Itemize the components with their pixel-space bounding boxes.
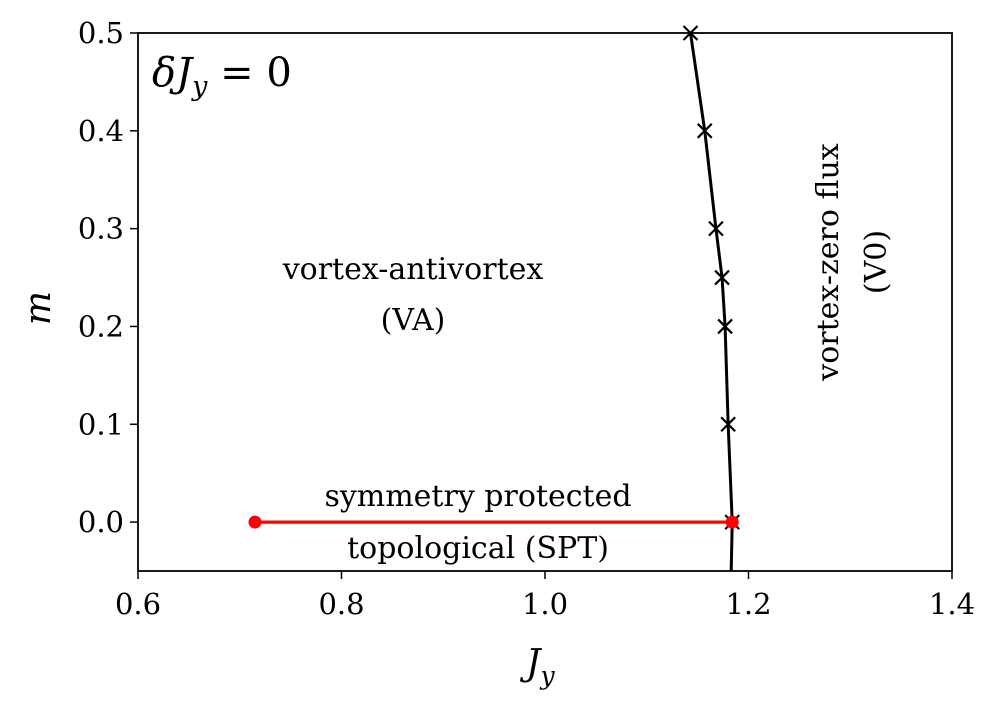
y-tick-label: 0.0 bbox=[78, 505, 124, 539]
x-tick-label: 0.8 bbox=[318, 587, 364, 621]
region-v0-line2: (V0) bbox=[859, 230, 894, 294]
plot-frame bbox=[137, 32, 953, 572]
y-tick-labels: 0.0 0.1 0.2 0.3 0.4 0.5 bbox=[78, 16, 124, 539]
x-axis-title-sub: y bbox=[539, 661, 555, 690]
region-v0-line1: vortex-zero flux bbox=[811, 143, 846, 382]
x-tick-label: 0.6 bbox=[115, 587, 161, 621]
x-tick-label: 1.2 bbox=[725, 587, 771, 621]
region-spt-line2: topological (SPT) bbox=[347, 531, 609, 566]
x-tick-label: 1.4 bbox=[929, 587, 975, 621]
axis-ticks bbox=[130, 32, 953, 579]
region-spt-line1: symmetry protected bbox=[324, 479, 631, 514]
boundary-x-marker bbox=[714, 269, 730, 286]
phase-boundary-line bbox=[689, 32, 734, 572]
y-tick-label: 0.5 bbox=[78, 16, 124, 50]
y-tick-label: 0.1 bbox=[78, 407, 124, 441]
y-tick-label: 0.2 bbox=[78, 309, 124, 343]
corner-rest: = 0 bbox=[207, 50, 291, 96]
boundary-x-marker bbox=[720, 416, 736, 433]
boundary-x-marker bbox=[708, 220, 724, 237]
region-va-line2: (VA) bbox=[381, 303, 446, 338]
marker-layer bbox=[248, 25, 740, 530]
corner-delta: δ bbox=[152, 50, 176, 96]
spt-point-marker bbox=[248, 515, 262, 529]
corner-sub: y bbox=[191, 71, 208, 102]
boundary-x-marker bbox=[696, 123, 713, 139]
x-axis-title: Jy bbox=[519, 643, 555, 690]
corner-annotation: δJy = 0 bbox=[152, 50, 292, 102]
x-tick-label: 1.0 bbox=[522, 587, 568, 621]
boundary-x-marker bbox=[717, 318, 733, 335]
y-tick-label: 0.4 bbox=[78, 114, 124, 148]
spt-point-marker bbox=[725, 515, 739, 529]
x-tick-labels: 0.6 0.8 1.0 1.2 1.4 bbox=[115, 587, 975, 621]
y-tick-label: 0.3 bbox=[78, 212, 124, 246]
y-axis-title: m bbox=[18, 291, 59, 325]
region-va-line1: vortex-antivortex bbox=[282, 252, 544, 287]
x-axis-title-main: J bbox=[519, 643, 543, 684]
series-layer bbox=[255, 32, 734, 572]
region-v0-group: vortex-zero flux (V0) bbox=[811, 143, 894, 382]
